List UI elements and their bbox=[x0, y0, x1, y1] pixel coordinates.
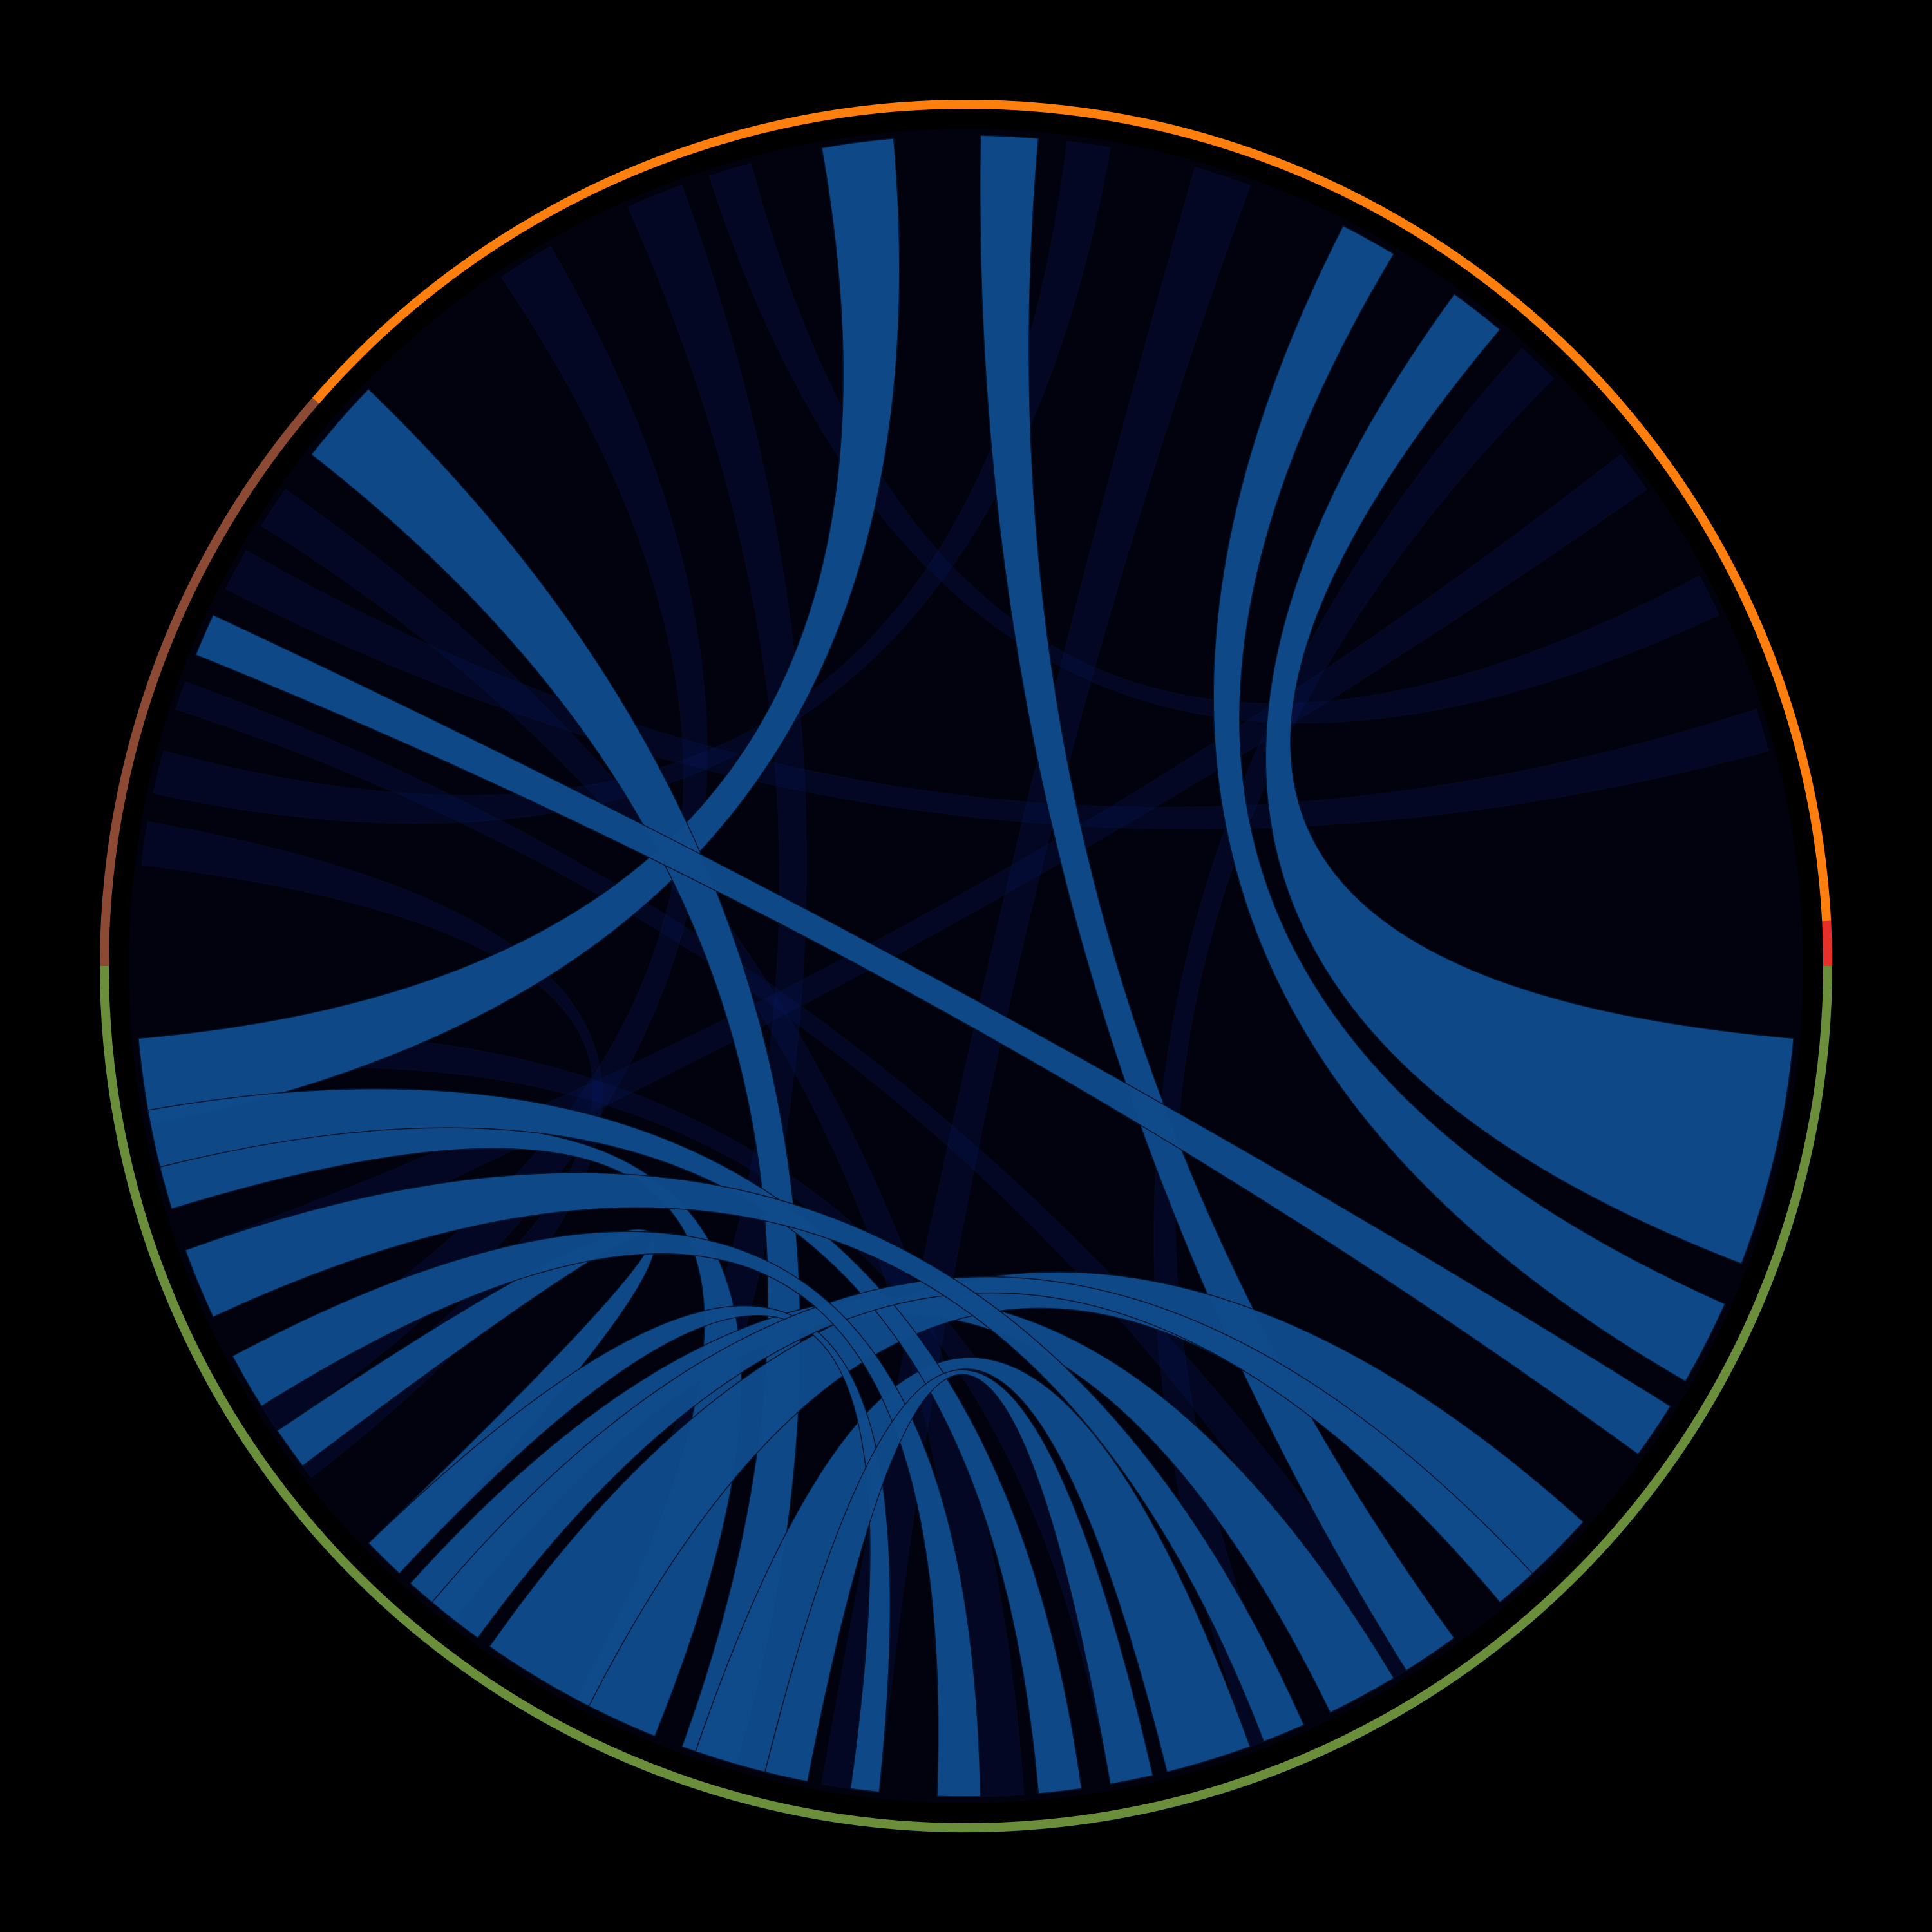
chord-blue-orange-0 bbox=[1265, 293, 1794, 1265]
chord-blue-green-8 bbox=[489, 1271, 1584, 1707]
group-arc-green bbox=[100, 965, 1832, 1832]
group-arc-orange bbox=[312, 99, 1832, 922]
chord-orange-brown-dim-2 bbox=[153, 140, 1111, 824]
group-arc-brown bbox=[100, 397, 319, 967]
chord-blue-blue-15 bbox=[231, 1231, 981, 1797]
chord-blue-blue-16 bbox=[764, 1369, 1154, 1785]
chord-blue-brown-5 bbox=[194, 614, 1672, 1455]
chord-blue-orange-3 bbox=[138, 138, 900, 1125]
chord-blue-orange-2 bbox=[980, 135, 1455, 1672]
group-arcs bbox=[100, 99, 1833, 1833]
chord-blue-blue-14 bbox=[184, 1172, 1305, 1743]
highlighted-chords bbox=[138, 135, 1794, 1797]
chord-blue-green-9 bbox=[695, 1357, 1251, 1773]
chord-blue-orange-1 bbox=[1213, 225, 1726, 1383]
chord-orange-brown-dim-11 bbox=[225, 549, 1769, 830]
chord-blue-blue-11 bbox=[147, 1088, 1083, 1794]
chord-blue-blue-12 bbox=[368, 1305, 891, 1793]
